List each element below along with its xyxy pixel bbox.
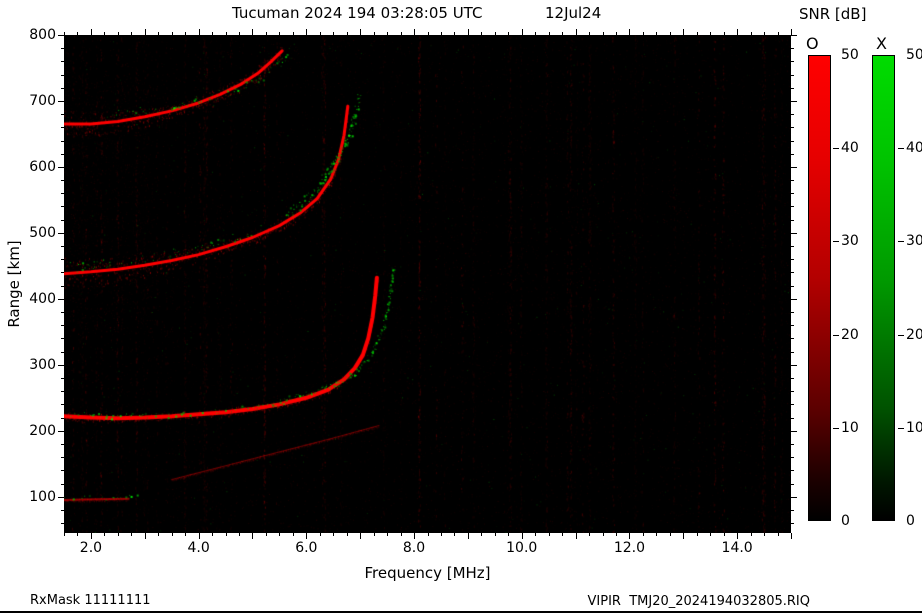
colorbar-tick-mark: [833, 335, 839, 336]
y-tick-label: 400: [29, 290, 56, 307]
colorbar-tick-mark: [898, 241, 904, 242]
x-axis-label: Frequency [MHz]: [364, 564, 491, 582]
colorbar-tick-label: 10: [906, 419, 922, 436]
y-tick-label: 700: [29, 92, 56, 109]
colorbar-title: SNR [dB]: [799, 5, 867, 23]
colorbar-tick-label: 20: [841, 326, 859, 343]
y-axis-label: Range [km]: [5, 240, 23, 328]
rx-mask-label: RxMask 11111111: [30, 593, 151, 608]
o-channel-label: O: [806, 34, 819, 53]
colorbar-tick-mark: [833, 148, 839, 149]
colorbar-tick-mark: [898, 428, 904, 429]
x-channel-label: X: [876, 34, 887, 53]
colorbar-tick-mark: [833, 241, 839, 242]
bottom-divider: [0, 611, 922, 613]
colorbar-tick-mark: [898, 335, 904, 336]
colorbar-tick-label: 30: [906, 233, 922, 250]
y-tick-label: 600: [29, 158, 56, 175]
colorbar-tick-label: 40: [906, 140, 922, 157]
y-tick-label: 300: [29, 356, 56, 373]
x-tick-label: 6.0: [295, 540, 318, 556]
colorbar-x-mode: [872, 55, 895, 521]
plot-date: 12Jul24: [545, 4, 602, 22]
y-tick-label: 100: [29, 488, 56, 505]
y-tick-label: 200: [29, 422, 56, 439]
colorbar-tick-label: 0: [906, 513, 915, 529]
x-tick-label: 8.0: [402, 540, 426, 556]
data-filename-label: VIPIR TMJ20_2024194032805.RIQ: [587, 594, 811, 609]
colorbar-tick-label: 50: [841, 47, 859, 63]
colorbar-tick-label: 20: [906, 326, 922, 343]
colorbar-o-mode: [808, 55, 831, 521]
x-tick-label: 4.0: [187, 540, 210, 556]
x-tick-label: 10.0: [506, 540, 538, 556]
y-tick-label: 500: [29, 224, 56, 241]
colorbar-tick-mark: [898, 148, 904, 149]
colorbar-tick-label: 50: [906, 47, 922, 63]
x-tick-label: 14.0: [721, 540, 753, 556]
ionogram-canvas: [64, 35, 791, 533]
y-tick-label: 800: [29, 27, 56, 43]
colorbar-tick-label: 40: [841, 140, 859, 157]
colorbar-tick-label: 30: [841, 233, 859, 250]
x-tick-label: 12.0: [613, 540, 646, 556]
x-tick-label: 2.0: [79, 540, 103, 556]
colorbar-tick-label: 10: [841, 419, 859, 436]
colorbar-tick-mark: [833, 428, 839, 429]
plot-title: Tucuman 2024 194 03:28:05 UTC: [232, 4, 483, 22]
colorbar-tick-label: 0: [841, 513, 850, 529]
